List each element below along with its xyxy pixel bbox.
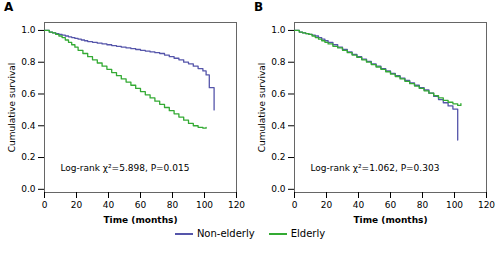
svg-text:0.2: 0.2: [271, 152, 285, 162]
svg-text:60: 60: [385, 200, 397, 210]
html-text:Elderly: Elderly: [290, 228, 326, 239]
svg-text:Log-rank χ²=1.062, P=0.303: Log-rank χ²=1.062, P=0.303: [311, 163, 440, 173]
svg-text:0.2: 0.2: [21, 152, 35, 162]
svg-text:0.6: 0.6: [271, 89, 286, 99]
svg-text:20: 20: [71, 200, 83, 210]
svg-text:0.8: 0.8: [271, 57, 286, 67]
svg-text:Time (months): Time (months): [353, 215, 427, 225]
html-text:B: B: [254, 0, 264, 14]
svg-text:20: 20: [321, 200, 333, 210]
svg-text:80: 80: [417, 200, 429, 210]
svg-text:120: 120: [228, 200, 245, 210]
svg-text:Cumulative survival: Cumulative survival: [257, 63, 267, 153]
svg-text:0.4: 0.4: [271, 121, 286, 131]
svg-text:1.0: 1.0: [21, 25, 36, 35]
html-text:A: A: [4, 0, 14, 14]
svg-text:0.0: 0.0: [271, 184, 286, 194]
svg-text:1.0: 1.0: [271, 25, 286, 35]
svg-text:0: 0: [42, 200, 48, 210]
svg-text:100: 100: [196, 200, 213, 210]
svg-text:0: 0: [292, 200, 298, 210]
svg-text:0.6: 0.6: [21, 89, 36, 99]
svg-text:Log-rank χ²=5.898, P=0.015: Log-rank χ²=5.898, P=0.015: [61, 163, 190, 173]
svg-text:100: 100: [446, 200, 463, 210]
svg-text:60: 60: [135, 200, 147, 210]
svg-text:Cumulative survival: Cumulative survival: [7, 63, 17, 153]
svg-text:0.8: 0.8: [21, 57, 36, 67]
svg-text:80: 80: [167, 200, 179, 210]
svg-text:40: 40: [103, 200, 115, 210]
svg-text:120: 120: [478, 200, 495, 210]
svg-text:40: 40: [353, 200, 365, 210]
html-text:Non-elderly: Non-elderly: [196, 228, 255, 239]
svg-text:0.0: 0.0: [21, 184, 36, 194]
svg-text:Time (months): Time (months): [103, 215, 177, 225]
svg-text:0.4: 0.4: [21, 121, 36, 131]
